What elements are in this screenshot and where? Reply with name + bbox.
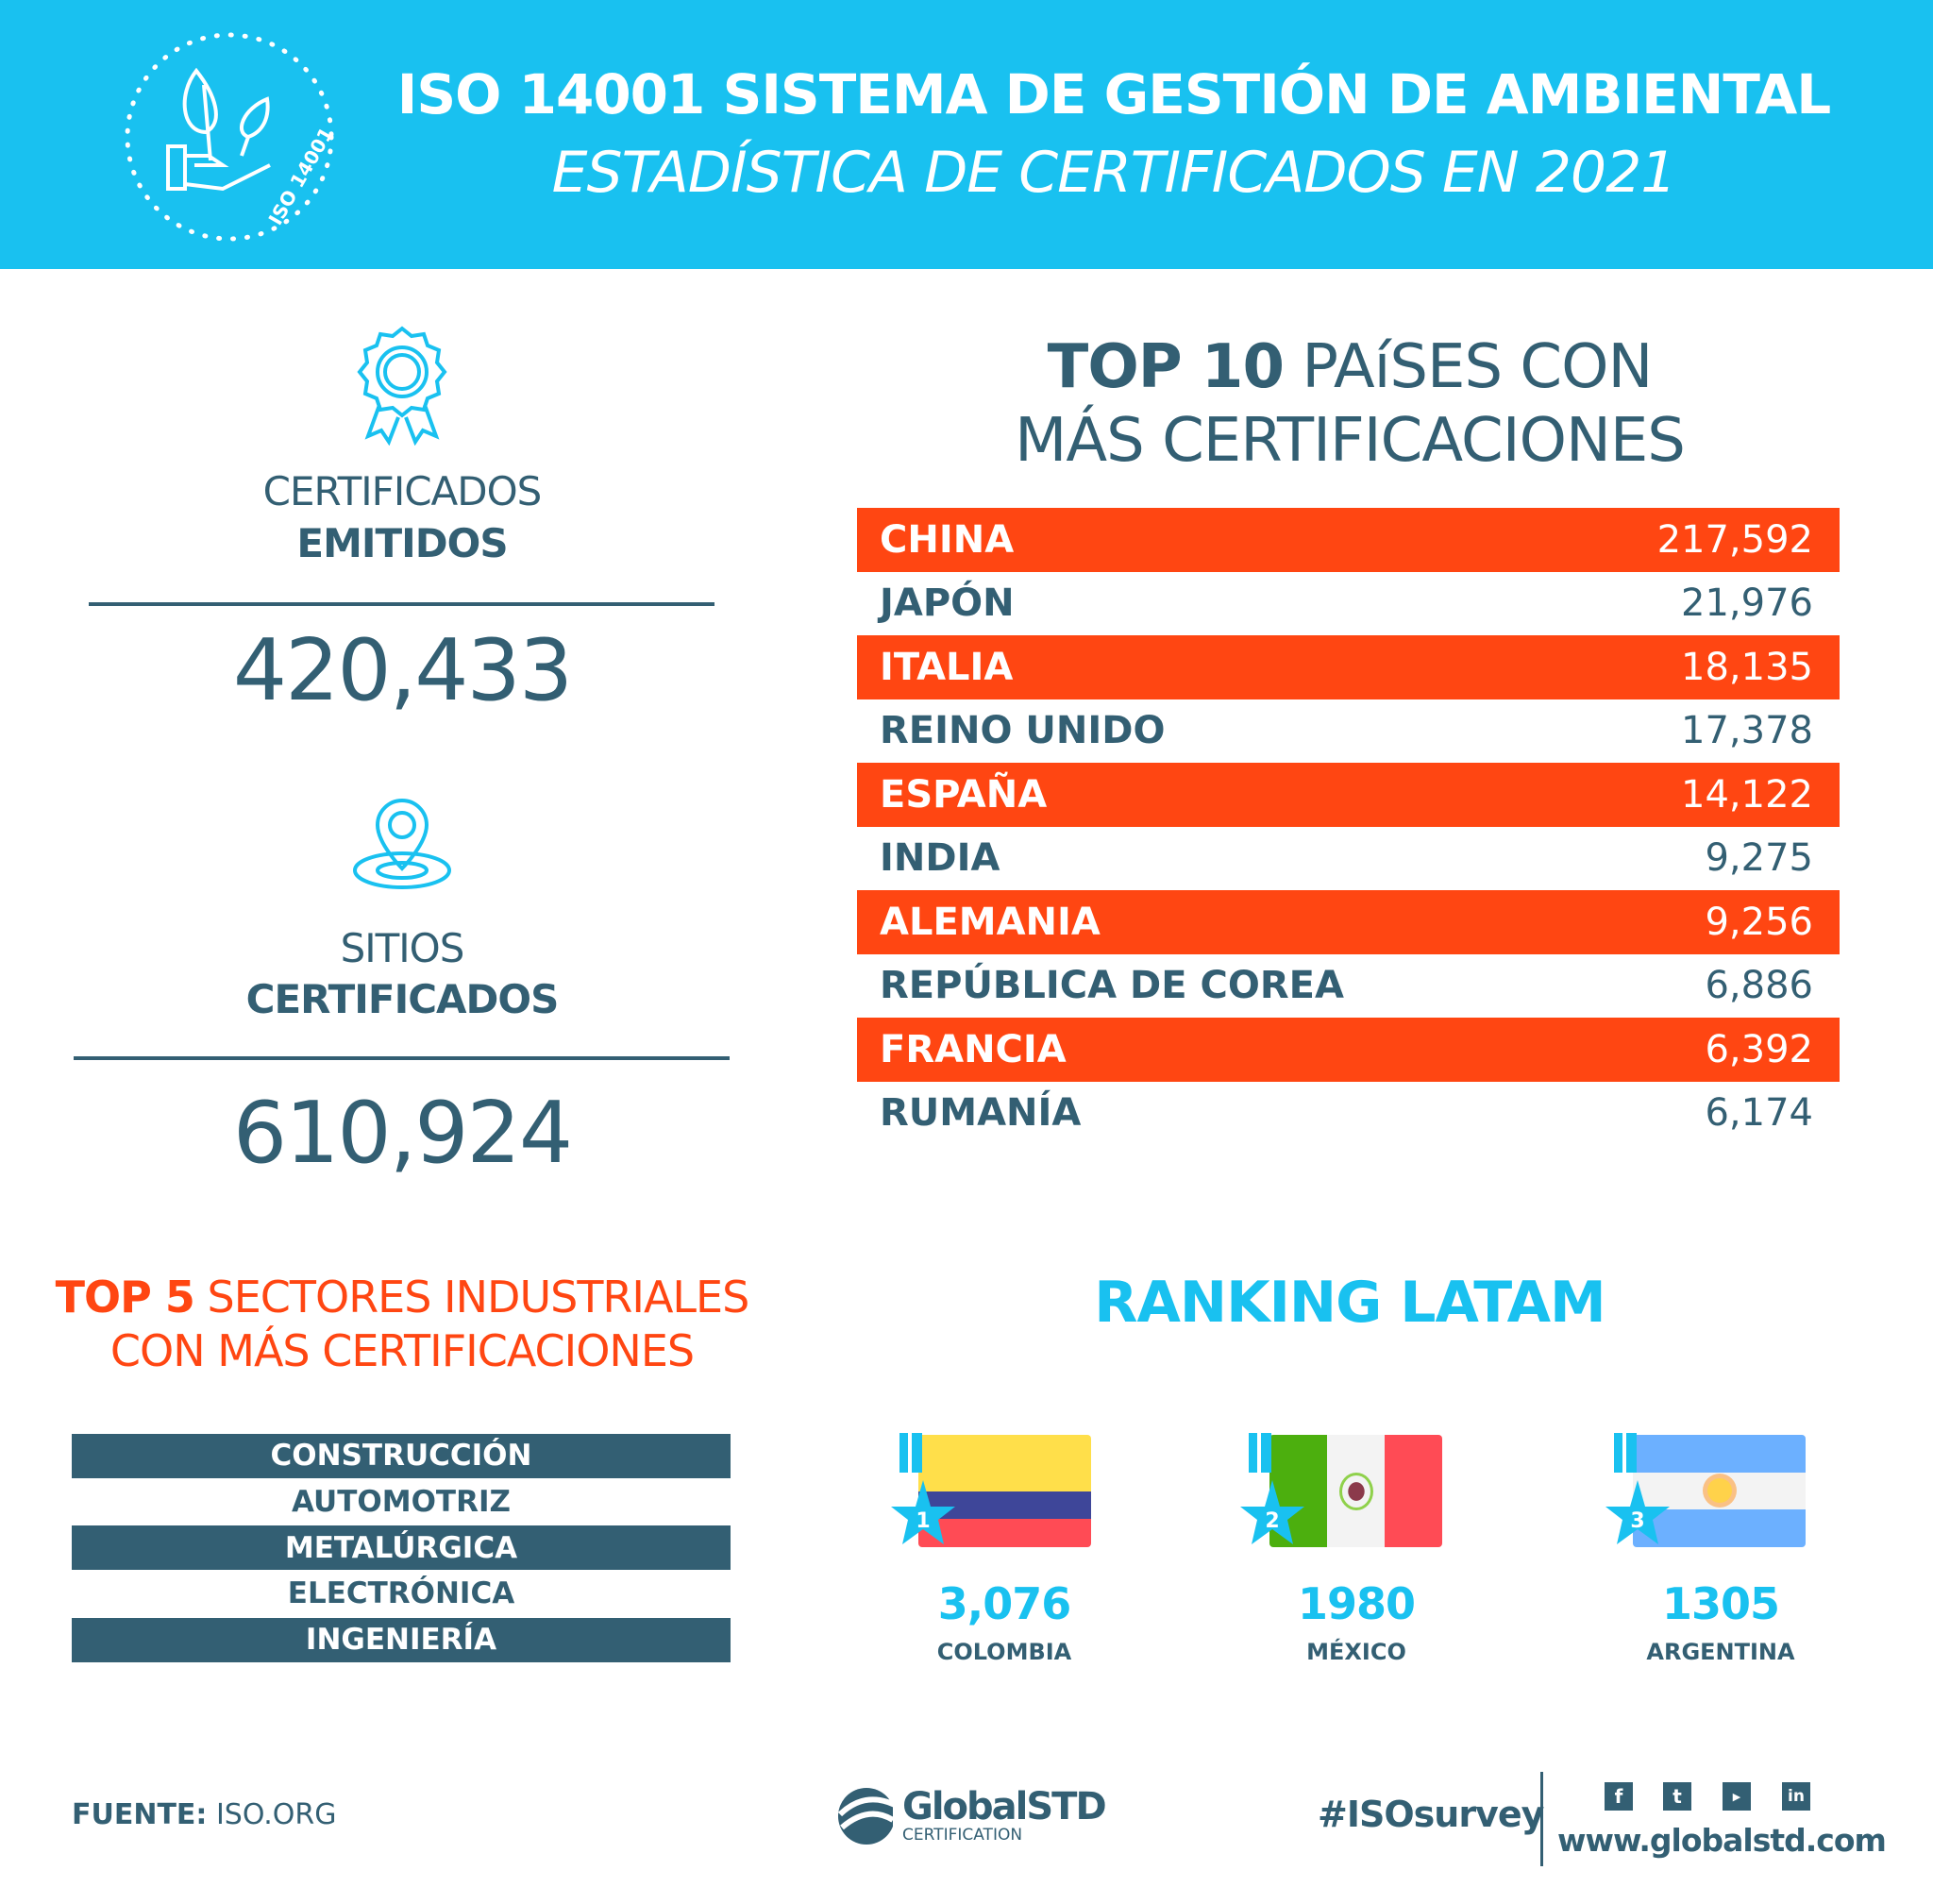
logo-sub: CERTIFICATION xyxy=(902,1826,1023,1845)
globalstd-logo: GlobalSTD CERTIFICATION xyxy=(836,1785,1107,1846)
sector-item: ELECTRÓNICA xyxy=(287,1576,515,1611)
globalstd-logo-icon xyxy=(837,1788,893,1845)
sites-label-bold: CERTIFICADOS xyxy=(245,976,560,1022)
country-value: 17,378 xyxy=(1681,709,1813,753)
divider xyxy=(89,602,714,606)
divider xyxy=(74,1056,730,1060)
top10-table: CHINA 217,592 JAPÓN 21,976 ITALIA 18,135 REINO… xyxy=(857,508,1840,1145)
ranking-title: RANKING LATAM xyxy=(1094,1270,1605,1336)
certificates-label-bold: EMITIDOS xyxy=(296,520,508,566)
medal-star-icon: 3 xyxy=(1605,1433,1670,1544)
country-name: ITALIA xyxy=(880,645,1014,689)
page-title: ISO 14001 SISTEMA DE GESTIÓN DE AMBIENTA… xyxy=(396,62,1832,126)
top5-title-line2: CON MÁS CERTIFICACIONES xyxy=(109,1325,695,1376)
page-subtitle: ESTADÍSTICA DE CERTIFICADOS EN 2021 xyxy=(551,140,1677,206)
country-value: 9,275 xyxy=(1705,836,1813,881)
ranking-country-3: ARGENTINA xyxy=(1646,1639,1795,1665)
country-row: JAPÓN 21,976 xyxy=(857,572,1840,636)
iso14001-badge-icon: ISO 14001 xyxy=(125,32,338,242)
top5-title-rest: SECTORES INDUSTRIALES xyxy=(193,1272,750,1323)
source: FUENTE: ISO.ORG xyxy=(72,1798,337,1831)
country-row: REPÚBLICA DE COREA 6,886 xyxy=(857,954,1840,1019)
rank-number: 2 xyxy=(1265,1509,1279,1533)
sectors-list: CONSTRUCCIÓN AUTOMOTRIZ METALÚRGICA ELECTRÓ… xyxy=(72,1433,731,1662)
country-value: 14,122 xyxy=(1681,772,1813,817)
top5-title-bold: TOP 5 xyxy=(55,1272,195,1323)
country-value: 6,886 xyxy=(1705,964,1813,1008)
argentina-flag xyxy=(1633,1435,1806,1547)
facebook-icon[interactable]: f xyxy=(1605,1782,1633,1811)
certificates-value: 420,433 xyxy=(232,621,573,720)
rank-number: 3 xyxy=(1630,1509,1644,1533)
badge-text: ISO 14001 xyxy=(264,124,338,229)
ranking-value-3: 1305 xyxy=(1661,1578,1780,1629)
ranking-value-2: 1980 xyxy=(1297,1578,1416,1629)
country-row: REINO UNIDO 17,378 xyxy=(857,699,1840,764)
country-row: FRANCIA 6,392 xyxy=(857,1018,1840,1082)
country-name: CHINA xyxy=(880,517,1015,562)
sector-item: CONSTRUCCIÓN xyxy=(72,1433,731,1478)
country-name: INDIA xyxy=(880,836,1000,881)
mexico-flag xyxy=(1269,1435,1442,1547)
top5-title: TOP 5 SECTORES INDUSTRIALES CON MÁS CERT… xyxy=(38,1271,766,1378)
country-value: 18,135 xyxy=(1681,645,1813,689)
award-ribbon-icon xyxy=(357,326,447,446)
top10-title: TOP 10 PAíSES CON MÁS CERTIFICACIONES xyxy=(878,330,1822,478)
rank-number: 1 xyxy=(916,1509,930,1533)
medal-star-icon: 1 xyxy=(891,1433,955,1544)
ranking-country-2: MÉXICO xyxy=(1306,1639,1406,1665)
country-row: ITALIA 18,135 xyxy=(857,635,1840,699)
sector-item: INGENIERÍA xyxy=(72,1617,731,1662)
country-value: 217,592 xyxy=(1656,517,1813,562)
footer-divider xyxy=(1540,1772,1543,1866)
country-name: ALEMANIA xyxy=(880,900,1101,944)
ranking-country-1: COLOMBIA xyxy=(936,1639,1072,1665)
top10-title-rest: PAíSES CON xyxy=(1283,332,1653,402)
sites-label: SITIOS xyxy=(340,925,465,971)
location-pin-icon xyxy=(353,798,451,889)
linkedin-icon[interactable]: in xyxy=(1782,1782,1810,1811)
sector-item: AUTOMOTRIZ xyxy=(292,1485,511,1520)
header-banner xyxy=(0,0,1933,269)
country-row: RUMANÍA 6,174 xyxy=(857,1082,1840,1146)
website-link[interactable]: www.globalstd.com xyxy=(1557,1822,1887,1859)
country-row: ESPAÑA 14,122 xyxy=(857,763,1840,827)
country-value: 9,256 xyxy=(1705,900,1813,944)
country-name: FRANCIA xyxy=(880,1027,1067,1071)
country-value: 6,174 xyxy=(1705,1091,1813,1136)
country-row: CHINA 217,592 xyxy=(857,508,1840,572)
twitter-icon[interactable]: t xyxy=(1663,1782,1691,1811)
sector-item: METALÚRGICA xyxy=(72,1525,731,1571)
country-name: ESPAÑA xyxy=(880,772,1048,817)
colombia-flag xyxy=(918,1435,1091,1547)
country-row: ALEMANIA 9,256 xyxy=(857,890,1840,954)
top10-title-bold: TOP 10 xyxy=(1047,332,1285,402)
logo-name: GlobalSTD xyxy=(902,1785,1107,1828)
country-name: REINO UNIDO xyxy=(880,709,1166,753)
youtube-icon[interactable]: ▶ xyxy=(1723,1782,1751,1811)
country-name: RUMANÍA xyxy=(880,1091,1082,1136)
country-row: INDIA 9,275 xyxy=(857,827,1840,891)
medal-star-icon: 2 xyxy=(1240,1433,1304,1544)
top10-title-line2: MÁS CERTIFICACIONES xyxy=(1015,406,1686,476)
hashtag: #ISOsurvey xyxy=(1318,1794,1544,1835)
country-name: JAPÓN xyxy=(880,581,1015,626)
sites-value: 610,924 xyxy=(232,1084,573,1183)
country-value: 6,392 xyxy=(1705,1027,1813,1071)
source-label: FUENTE: xyxy=(72,1798,208,1831)
source-value: ISO.ORG xyxy=(207,1798,337,1831)
ranking-value-1: 3,076 xyxy=(937,1578,1072,1629)
country-name: REPÚBLICA DE COREA xyxy=(880,964,1344,1008)
country-value: 21,976 xyxy=(1681,581,1813,626)
certificates-label: CERTIFICADOS xyxy=(262,468,543,514)
